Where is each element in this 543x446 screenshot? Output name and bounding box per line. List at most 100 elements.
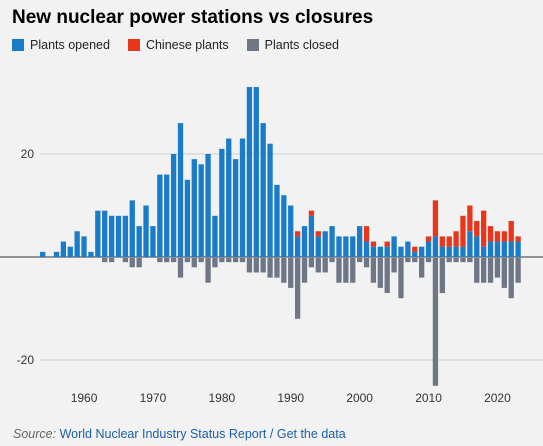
bar-closed-2007	[405, 258, 411, 263]
axis-layer: 20 -20 1960 1970 1980 1990 2000 2010 2020	[17, 147, 511, 405]
bar-closed-1964	[108, 258, 115, 263]
bar-chinese-2016	[467, 205, 473, 232]
source-label: Source:	[13, 427, 57, 441]
bar-opened-2003	[377, 246, 383, 257]
bar-closed-1983	[239, 258, 246, 263]
x-tick-label-1990: 1990	[277, 391, 304, 405]
bar-opened-1983	[239, 138, 246, 257]
bar-closed-1978	[205, 258, 211, 283]
bar-closed-2018	[481, 258, 487, 283]
bar-opened-1961	[88, 251, 94, 257]
bar-closed-1979	[212, 258, 218, 268]
bar-closed-1986	[260, 258, 266, 273]
bar-opened-1997	[336, 236, 342, 257]
bar-closed-2006	[398, 258, 404, 299]
bar-closed-1997	[336, 258, 342, 283]
bar-opened-2002	[370, 246, 377, 257]
x-tick-label-1980: 1980	[208, 391, 235, 405]
bar-closed-1994	[315, 258, 321, 273]
bar-closed-2020	[494, 258, 501, 278]
legend-item-plants-opened: Plants opened	[12, 38, 110, 52]
bar-closed-1988	[274, 258, 280, 278]
get-the-data-link[interactable]: Get the data	[276, 427, 346, 441]
bar-opened-1999	[350, 236, 356, 257]
bar-chinese-2015	[460, 215, 466, 247]
bar-opened-2011	[432, 236, 439, 257]
bar-opened-1954	[40, 251, 46, 257]
bar-chinese-2021	[501, 231, 507, 242]
bar-opened-1973	[170, 154, 177, 257]
bar-opened-1987	[267, 143, 273, 257]
bar-closed-1966	[122, 258, 129, 263]
bar-chinese-1993	[308, 210, 315, 216]
bar-closed-2017	[474, 258, 480, 283]
bar-closed-1976	[191, 258, 197, 268]
bar-closed-1972	[164, 258, 170, 263]
legend-swatch-plants-opened	[12, 39, 24, 51]
bar-closed-2000	[356, 258, 363, 263]
bar-opened-2005	[391, 236, 397, 257]
bar-opened-2018	[481, 246, 487, 257]
y-tick-label: -20	[17, 353, 35, 367]
x-tick-label-1970: 1970	[140, 391, 167, 405]
bar-opened-2008	[412, 251, 418, 257]
bar-closed-2002	[370, 258, 377, 283]
bar-closed-2014	[453, 258, 459, 263]
bar-closed-1987	[267, 258, 273, 278]
bar-opened-1992	[301, 226, 308, 257]
bar-closed-1999	[350, 258, 356, 283]
bar-opened-2019	[487, 241, 494, 257]
bar-opened-2016	[467, 231, 473, 257]
bar-opened-1959	[74, 231, 80, 257]
bar-opened-1958	[67, 246, 73, 257]
bar-opened-1990	[288, 205, 294, 257]
bar-chinese-2018	[481, 210, 487, 247]
bar-chinese-2012	[439, 236, 445, 247]
bar-opened-1957	[60, 241, 67, 257]
bar-chinese-2004	[384, 241, 390, 247]
bar-opened-1996	[329, 226, 335, 257]
bar-opened-2006	[398, 246, 404, 257]
bar-closed-1980	[219, 258, 225, 263]
bar-chinese-1991	[294, 231, 301, 237]
source-separator: /	[269, 427, 274, 441]
bar-chinese-2013	[446, 236, 452, 247]
bar-chinese-2014	[453, 231, 459, 247]
bar-opened-2000	[356, 226, 363, 257]
bar-chinese-2020	[494, 231, 501, 242]
bar-opened-1972	[164, 174, 170, 257]
bar-closed-2003	[377, 258, 383, 288]
bar-closed-1998	[343, 258, 349, 283]
bar-opened-1963	[102, 210, 108, 257]
legend: Plants opened Chinese plants Plants clos…	[12, 38, 357, 52]
legend-item-plants-closed: Plants closed	[246, 38, 339, 52]
y-tick-label: 20	[21, 147, 35, 161]
bar-closed-1973	[170, 258, 177, 263]
bar-closed-1974	[177, 258, 184, 278]
bar-opened-1994	[315, 236, 321, 257]
legend-swatch-chinese-plants	[127, 39, 140, 51]
bar-closed-1967	[129, 258, 135, 268]
bar-opened-1969	[143, 205, 149, 257]
bar-opened-1991	[294, 236, 301, 257]
source-note: Source: World Nuclear Industry Status Re…	[13, 427, 346, 441]
legend-label-plants-closed: Plants closed	[264, 38, 339, 52]
bar-opened-1986	[260, 123, 266, 257]
bar-opened-1979	[212, 215, 218, 257]
bar-opened-1971	[157, 174, 163, 257]
bar-opened-1995	[322, 231, 328, 257]
bar-opened-1982	[232, 159, 239, 257]
bar-opened-2015	[460, 246, 466, 257]
bar-closed-2013	[446, 258, 452, 263]
bar-opened-1998	[343, 236, 349, 257]
bar-opened-1978	[205, 154, 211, 257]
bar-opened-2021	[501, 241, 507, 257]
bar-chinese-2002	[370, 241, 377, 247]
bar-opened-1981	[226, 138, 232, 257]
x-tick-label-1960: 1960	[71, 391, 98, 405]
source-publisher-link[interactable]: World Nuclear Industry Status Report	[59, 427, 267, 441]
bar-opened-1966	[122, 215, 129, 257]
bar-opened-2004	[384, 246, 390, 257]
bar-closed-1993	[308, 258, 315, 268]
